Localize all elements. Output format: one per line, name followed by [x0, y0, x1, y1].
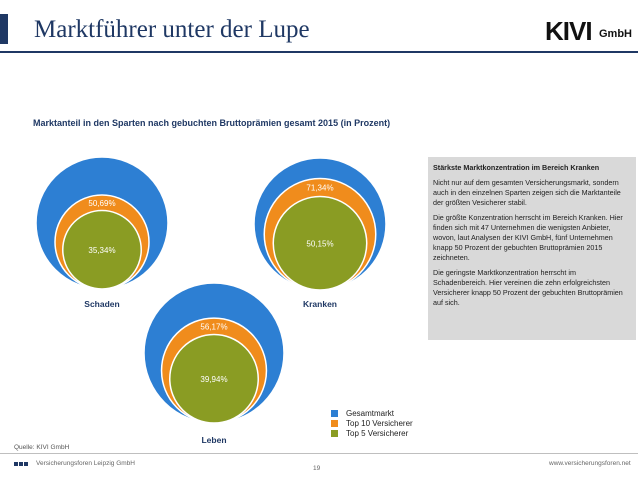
info-paragraph: Die größte Konzentration herrscht im Ber…: [433, 213, 623, 262]
data-label: 56,17%: [200, 322, 227, 331]
data-label: 71,34%: [306, 184, 333, 193]
footer-company: Versicherungsforen Leipzig GmbH: [36, 460, 135, 467]
info-heading: Stärkste Marktkonzentration im Bereich K…: [433, 163, 600, 172]
legend-label: Top 10 Versicherer: [346, 418, 413, 428]
title-marker: [0, 14, 8, 44]
footer-website[interactable]: www.versicherungsforen.net: [549, 460, 631, 467]
bubble-group-schaden: 50,69% 35,34% Schaden: [35, 156, 169, 309]
group-label: Schaden: [84, 299, 119, 309]
chart-title: Marktanteil in den Sparten nach gebuchte…: [33, 118, 391, 128]
info-box: Stärkste Marktkonzentration im Bereich K…: [428, 157, 636, 340]
footer-divider: [0, 453, 638, 454]
info-paragraph: Die geringste Marktkonzentration herrsch…: [433, 268, 623, 307]
group-label: Kranken: [303, 299, 337, 309]
legend-label: Top 5 Versicherer: [346, 428, 409, 438]
page-number: 19: [313, 465, 321, 472]
bubble-top-5-versicherer: [62, 209, 142, 290]
legend-swatch-icon: [331, 429, 338, 437]
bubble-group-leben: 56,17% 39,94% Leben: [143, 282, 285, 445]
legend-swatch-icon: [331, 419, 338, 427]
data-label: 50,15%: [306, 239, 333, 248]
data-label: 39,94%: [200, 375, 227, 384]
legend-swatch-icon: [331, 409, 338, 417]
legend-item: Gesamtmarkt: [331, 408, 413, 418]
footer-squares-icon: [14, 462, 28, 466]
source-note: Quelle: KIVI GmbH: [14, 444, 70, 451]
legend-item: Top 10 Versicherer: [331, 418, 413, 428]
chart-legend: Gesamtmarkt Top 10 Versicherer Top 5 Ver…: [331, 408, 413, 438]
bubble-top-5-versicherer: [169, 333, 259, 424]
legend-item: Top 5 Versicherer: [331, 428, 413, 438]
data-label: 50,69%: [88, 199, 115, 208]
slide-title: Marktführer unter der Lupe: [34, 16, 310, 43]
data-label: 35,34%: [88, 246, 115, 255]
logo-suffix-text: GmbH: [599, 28, 632, 40]
info-paragraph: Nicht nur auf dem gesamten Versicherungs…: [433, 178, 621, 207]
title-divider: [0, 51, 638, 53]
bubble-top-5-versicherer: [272, 195, 368, 291]
legend-label: Gesamtmarkt: [346, 408, 395, 418]
bubble-group-kranken: 71,34% 50,15% Kranken: [253, 157, 387, 309]
group-label: Leben: [201, 435, 226, 445]
logo-main-text: KIVI: [545, 16, 593, 46]
